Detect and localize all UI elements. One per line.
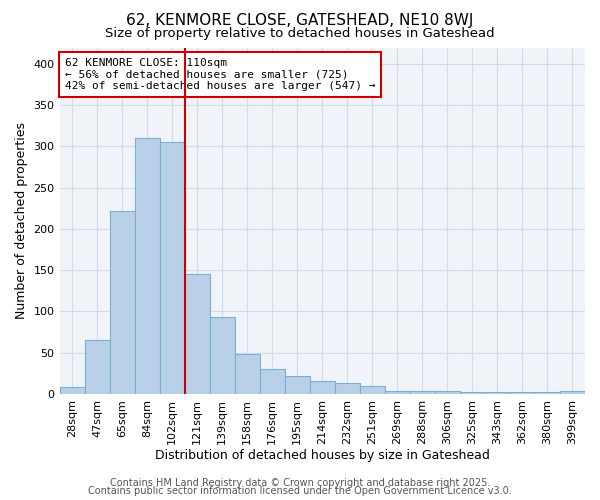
Bar xyxy=(209,317,235,394)
Bar xyxy=(134,138,160,394)
Bar xyxy=(560,392,585,394)
Bar xyxy=(535,392,560,394)
Bar xyxy=(335,383,360,394)
Bar xyxy=(285,376,310,394)
Y-axis label: Number of detached properties: Number of detached properties xyxy=(15,122,28,319)
Bar xyxy=(460,392,485,394)
Text: Contains HM Land Registry data © Crown copyright and database right 2025.: Contains HM Land Registry data © Crown c… xyxy=(110,478,490,488)
Bar xyxy=(485,392,510,394)
Bar xyxy=(510,392,535,394)
Text: Contains public sector information licensed under the Open Government Licence v3: Contains public sector information licen… xyxy=(88,486,512,496)
Bar xyxy=(260,369,285,394)
Text: Size of property relative to detached houses in Gateshead: Size of property relative to detached ho… xyxy=(105,28,495,40)
Bar xyxy=(385,390,410,394)
Bar xyxy=(310,381,335,394)
X-axis label: Distribution of detached houses by size in Gateshead: Distribution of detached houses by size … xyxy=(155,450,490,462)
Bar xyxy=(185,274,209,394)
Text: 62, KENMORE CLOSE, GATESHEAD, NE10 8WJ: 62, KENMORE CLOSE, GATESHEAD, NE10 8WJ xyxy=(127,12,473,28)
Text: 62 KENMORE CLOSE: 110sqm
← 56% of detached houses are smaller (725)
42% of semi-: 62 KENMORE CLOSE: 110sqm ← 56% of detach… xyxy=(65,58,375,91)
Bar xyxy=(160,142,185,394)
Bar xyxy=(410,390,435,394)
Bar xyxy=(59,388,85,394)
Bar xyxy=(360,386,385,394)
Bar xyxy=(235,354,260,394)
Bar xyxy=(435,392,460,394)
Bar xyxy=(110,211,134,394)
Bar xyxy=(85,340,110,394)
